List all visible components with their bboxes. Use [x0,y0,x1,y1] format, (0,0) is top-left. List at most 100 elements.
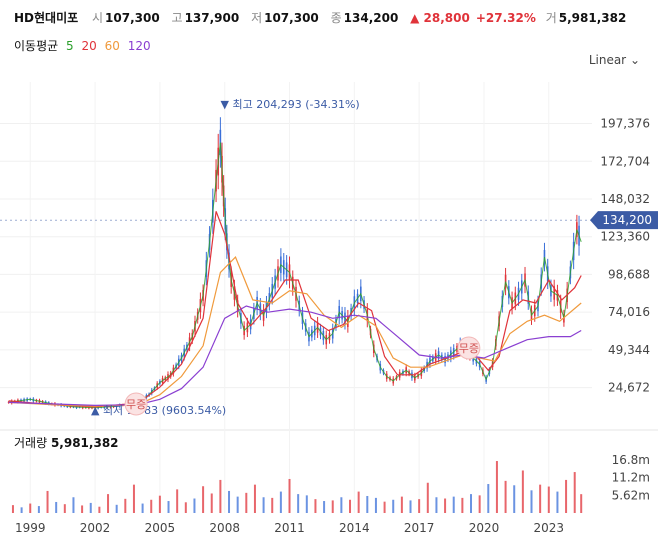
y-tick-label: 49,344 [608,343,650,357]
volume-bar [580,494,583,513]
current-price-tag [590,211,658,230]
volume-bar [470,494,473,513]
ma-60-line [8,256,582,407]
volume-bar [521,470,524,513]
x-tick-label: 2002 [80,521,111,535]
volume-bar [305,495,308,513]
volume-bar [158,495,161,513]
volume-bar [167,501,170,513]
volume-bar [236,496,239,513]
event-marker [457,336,481,360]
close-value: 134,200 [343,11,399,25]
volume-bar [11,505,14,513]
y-tick-label: 148,032 [600,192,650,206]
volume-bar [46,490,49,513]
high-label: 고 [171,11,183,25]
volume-bar [89,502,92,513]
change-value: ▲ 28,800 [410,11,470,25]
x-tick-label: 1999 [15,521,46,535]
volume-bar [176,489,179,513]
volume-bar [37,506,40,513]
volume-tick-label: 11.2m [612,471,650,485]
volume-bar [418,499,421,513]
stock-name: HD현대미포 [14,11,79,25]
ma-120-line [8,305,582,407]
event-label: 무증 [459,342,479,355]
volume-bar [184,502,187,513]
volume-bar [323,501,326,513]
volume-bar [210,493,213,513]
price-candle [219,129,222,156]
volume-bar [141,503,144,513]
x-tick-label: 2020 [469,521,500,535]
y-tick-label: 98,688 [608,267,650,281]
volume-bar [253,484,256,513]
close-label: 종 [330,11,342,25]
volume-bar [400,496,403,513]
volume-bar [539,484,542,513]
volume-bar [107,494,110,513]
volume-bar [426,482,429,513]
event-label: 무증 [126,398,146,411]
ma-20-line [8,211,582,408]
x-tick-label: 2011 [274,521,305,535]
volume-bar [530,490,533,513]
moving-average-legend[interactable]: 이동평균 5 20 60 120 [14,37,155,54]
ma-120-label[interactable]: 120 [127,39,151,53]
ma-5-line [8,142,582,409]
y-tick-label: 123,360 [600,230,650,244]
volume-bar [124,498,127,513]
volume-title-value: 5,981,382 [50,436,119,450]
volume-bar [331,500,334,513]
volume-bar [556,491,559,513]
ma-20-label[interactable]: 20 [81,39,97,53]
volume-bar [565,479,568,513]
volume-bar [202,486,205,513]
volume-bar [279,491,282,513]
low-value: 107,300 [264,11,319,25]
ma-60-label[interactable]: 60 [104,39,120,53]
volume-title: 거래량 5,981,382 [14,434,119,451]
high-annotation: ▼ 최고 204,293 (-34.31%) [221,98,360,111]
volume-bar [392,499,395,513]
open-label: 시 [92,11,104,25]
volume-bar [245,492,248,513]
volume-bar [81,505,84,513]
volume-bar [357,491,360,513]
volume-bar [487,484,490,513]
y-tick-label: 172,704 [600,154,650,168]
volume-bar [63,504,66,513]
chevron-down-icon: ⌄ [629,53,640,67]
volume-bar [262,497,265,513]
y-tick-label: 24,672 [608,381,650,395]
high-value: 137,900 [184,11,240,25]
moving-average-lines [8,142,582,409]
volume-bar [98,506,101,513]
scale-selector[interactable]: Linear ⌄ [589,53,640,67]
volume-bar [297,494,300,513]
volume-bar [478,495,481,513]
volume-bar [366,495,369,513]
open-value: 107,300 [105,11,160,25]
volume-bars [11,461,583,513]
volume-bar [444,498,447,513]
price-header: HD현대미포 시 107,300 고 137,900 저 107,300 종 134,2… [14,9,634,26]
change-percent: +27.32% [475,11,536,25]
volume-bar [383,501,386,513]
volume-bar [374,497,377,513]
y-tick-label: 74,016 [608,305,650,319]
event-marker [124,392,148,416]
volume-bar [349,499,352,513]
volume-bar [340,497,343,513]
volume-bar [193,498,196,513]
x-tick-label: 2014 [339,521,370,535]
volume-bar [573,472,576,513]
moving-average-title: 이동평균 [14,39,59,53]
ma-5-label[interactable]: 5 [66,39,74,53]
low-annotation: ▲ 최저 1,383 (9603.54%) [91,404,226,417]
volume-bar [29,503,32,513]
volume-bar [504,480,507,513]
volume-bar [461,497,464,513]
axis-labels: 197,376 172,704 148,032 123,360 98,688 74,016… [15,98,658,535]
